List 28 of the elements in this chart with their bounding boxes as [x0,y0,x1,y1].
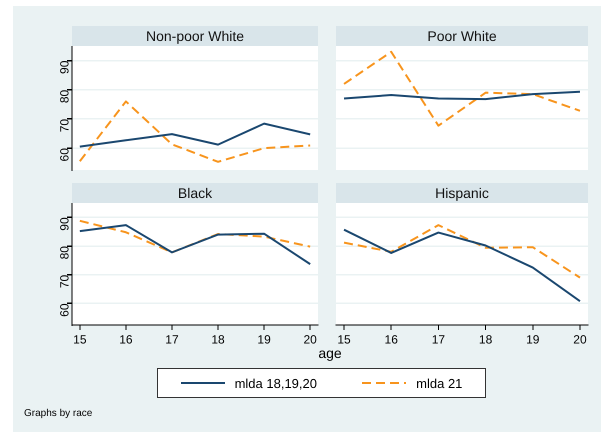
y-tick-label: 70 [57,274,72,288]
x-tick-label: 18 [478,332,493,347]
x-tick-label: 15 [73,332,87,347]
x-tick-label: 17 [432,332,446,347]
x-tick-label: 19 [257,332,272,347]
chart-title: Hispanic [336,183,588,203]
y-tick-label: 60 [57,148,72,162]
x-tick-label: 20 [573,332,587,347]
chart-title: Black [72,183,318,203]
x-tick-label: 18 [211,332,226,347]
x-tick-label: 16 [119,332,133,347]
text: Graphs by race [24,408,92,419]
legend-label: mlda 18,19,20 [234,376,317,390]
x-axis-title: age [317,345,343,361]
y-tick-label: 70 [57,118,72,132]
y-tick-label: 90 [57,217,72,231]
y-tick-label: 80 [57,246,72,260]
x-tick-label: 19 [526,332,540,347]
x-tick-label: 17 [165,332,179,347]
y-tick-label: 90 [57,60,72,74]
x-tick-label: 15 [337,332,352,347]
y-tick-label: 60 [57,303,72,317]
chart-title: Poor White [336,26,588,46]
legend-label: mlda 21 [416,376,462,390]
x-tick-label: 20 [303,332,318,347]
chart-title: Non-poor White [72,26,318,46]
y-tick-label: 80 [57,89,72,104]
x-tick-label: 16 [384,332,398,347]
